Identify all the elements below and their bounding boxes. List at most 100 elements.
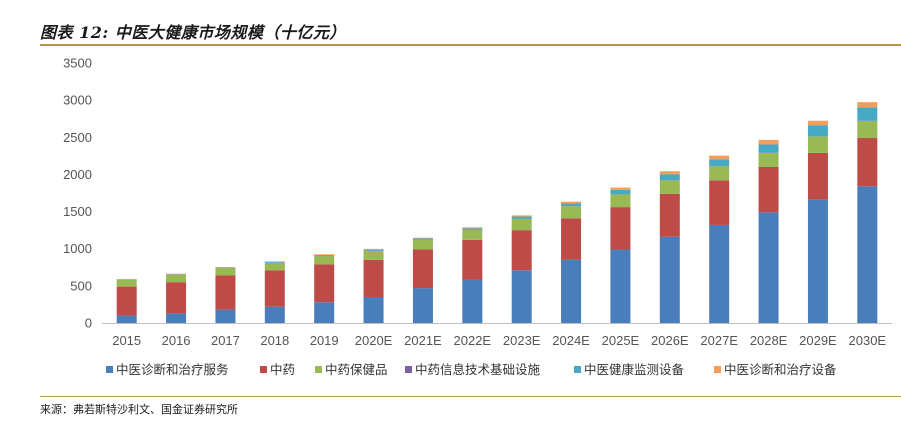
- bar-segment: [857, 102, 878, 108]
- legend-item: 中医健康监测设备: [574, 362, 685, 377]
- bar-stack-2020E: [363, 248, 384, 323]
- bar-segment: [116, 315, 137, 323]
- title-divider: [40, 44, 901, 46]
- bar-stack-2026E: [659, 171, 680, 323]
- y-tick-label: 1000: [63, 241, 92, 256]
- bar-segment: [511, 215, 532, 217]
- legend-swatch: [260, 366, 267, 373]
- y-tick-label: 2000: [63, 167, 92, 182]
- bar-segment: [116, 286, 137, 316]
- legend-label: 中药保健品: [325, 362, 388, 377]
- bar-segment: [166, 274, 187, 283]
- bar-segment: [857, 107, 878, 121]
- bar-segment: [758, 167, 779, 213]
- bar-segment: [659, 236, 680, 323]
- x-tick-label: 2016: [162, 333, 191, 348]
- bar-segment: [314, 264, 335, 303]
- legend-item: 中药: [260, 362, 295, 377]
- bar-segment: [314, 254, 335, 256]
- y-tick-label: 500: [70, 278, 92, 293]
- legend-swatch: [315, 366, 322, 373]
- legend-swatch: [405, 366, 412, 373]
- bar-stack-2023E: [511, 215, 532, 323]
- bar-segment: [215, 268, 236, 276]
- x-tick-label: 2029E: [799, 333, 837, 348]
- bar-stack-2017: [215, 267, 236, 323]
- bar-segment: [363, 259, 384, 297]
- legend-item: 中医诊断和治疗设备: [714, 362, 837, 377]
- bar-segment: [659, 180, 680, 194]
- source-divider: [40, 396, 901, 397]
- x-tick-label: 2020E: [355, 333, 393, 348]
- legend-item: 中药信息技术基础设施: [405, 362, 541, 377]
- source-note: 来源：弗若斯特沙利文、国金证券研究所: [40, 403, 238, 416]
- bar-segment: [709, 155, 730, 160]
- bar-stack-2016: [166, 273, 187, 323]
- bar-segment: [857, 120, 878, 139]
- x-tick-label: 2019: [310, 333, 339, 348]
- bar-segment: [412, 249, 433, 289]
- bar-segment: [610, 189, 631, 195]
- x-tick-label: 2017: [211, 333, 240, 348]
- bar-segment: [561, 206, 582, 219]
- bar-segment: [610, 207, 631, 250]
- x-axis: 2015 2016 2017 2018 2019 2020E 2021E 2022E 2023E…: [102, 323, 892, 348]
- bar-segment: [363, 249, 384, 251]
- x-tick-label: 2022E: [454, 333, 492, 348]
- bar-segment: [363, 250, 384, 260]
- bar-segment: [659, 174, 680, 181]
- bar-stack-2027E: [709, 155, 730, 323]
- legend-item: 中药保健品: [315, 362, 388, 377]
- x-tick-label: 2018: [260, 333, 289, 348]
- bar-segment: [561, 203, 582, 207]
- bar-stack-2025E: [610, 187, 631, 323]
- bar-segment: [758, 144, 779, 153]
- x-tick-label: 2023E: [503, 333, 541, 348]
- bar-segment: [412, 239, 433, 250]
- bar-segment: [264, 306, 285, 323]
- x-tick-label: 2028E: [750, 333, 788, 348]
- legend-label: 中医诊断和治疗设备: [724, 362, 837, 377]
- bar-segment: [116, 279, 137, 287]
- legend-swatch: [106, 366, 113, 373]
- bar-stack-2028E: [758, 140, 779, 323]
- legend-swatch: [574, 366, 581, 373]
- x-tick-label: 2024E: [552, 333, 590, 348]
- y-tick-label: 3000: [63, 93, 92, 108]
- bar-segment: [462, 228, 483, 230]
- bar-segment: [511, 219, 532, 231]
- bar-stack-2022E: [462, 227, 483, 323]
- bar-segment: [264, 261, 285, 263]
- bar-segment: [610, 194, 631, 208]
- y-tick-label: 1500: [63, 204, 92, 219]
- bars: [116, 102, 878, 323]
- bar-segment: [215, 309, 236, 323]
- legend: 中医诊断和治疗服务 中药 中药保健品 中药信息技术基础设施 中医健康监测设备 中医诊断和治…: [106, 362, 837, 377]
- bar-segment: [412, 237, 433, 239]
- bar-stack-2029E: [807, 120, 828, 323]
- y-axis: 0 500 1000 1500 2000 2500 3000 3500: [63, 56, 92, 331]
- bar-segment: [610, 187, 631, 190]
- bar-segment: [314, 255, 335, 256]
- bar-segment: [314, 256, 335, 265]
- bar-segment: [462, 239, 483, 280]
- bar-segment: [758, 152, 779, 167]
- bar-segment: [511, 216, 532, 219]
- bar-segment: [166, 313, 187, 323]
- y-tick-label: 3500: [63, 56, 92, 71]
- bar-segment: [264, 262, 285, 263]
- bar-segment: [561, 218, 582, 260]
- legend-label: 中医诊断和治疗服务: [116, 362, 229, 377]
- legend-swatch: [714, 366, 721, 373]
- bar-stack-2015: [116, 278, 137, 323]
- x-tick-label: 2025E: [602, 333, 640, 348]
- bar-segment: [610, 249, 631, 323]
- bar-stack-2030E: [857, 102, 878, 323]
- legend-item: 中医诊断和治疗服务: [106, 362, 229, 377]
- bar-segment: [807, 199, 828, 323]
- bar-segment: [807, 125, 828, 137]
- bar-segment: [462, 227, 483, 229]
- bar-segment: [462, 230, 483, 240]
- bar-segment: [215, 275, 236, 310]
- bar-segment: [314, 302, 335, 323]
